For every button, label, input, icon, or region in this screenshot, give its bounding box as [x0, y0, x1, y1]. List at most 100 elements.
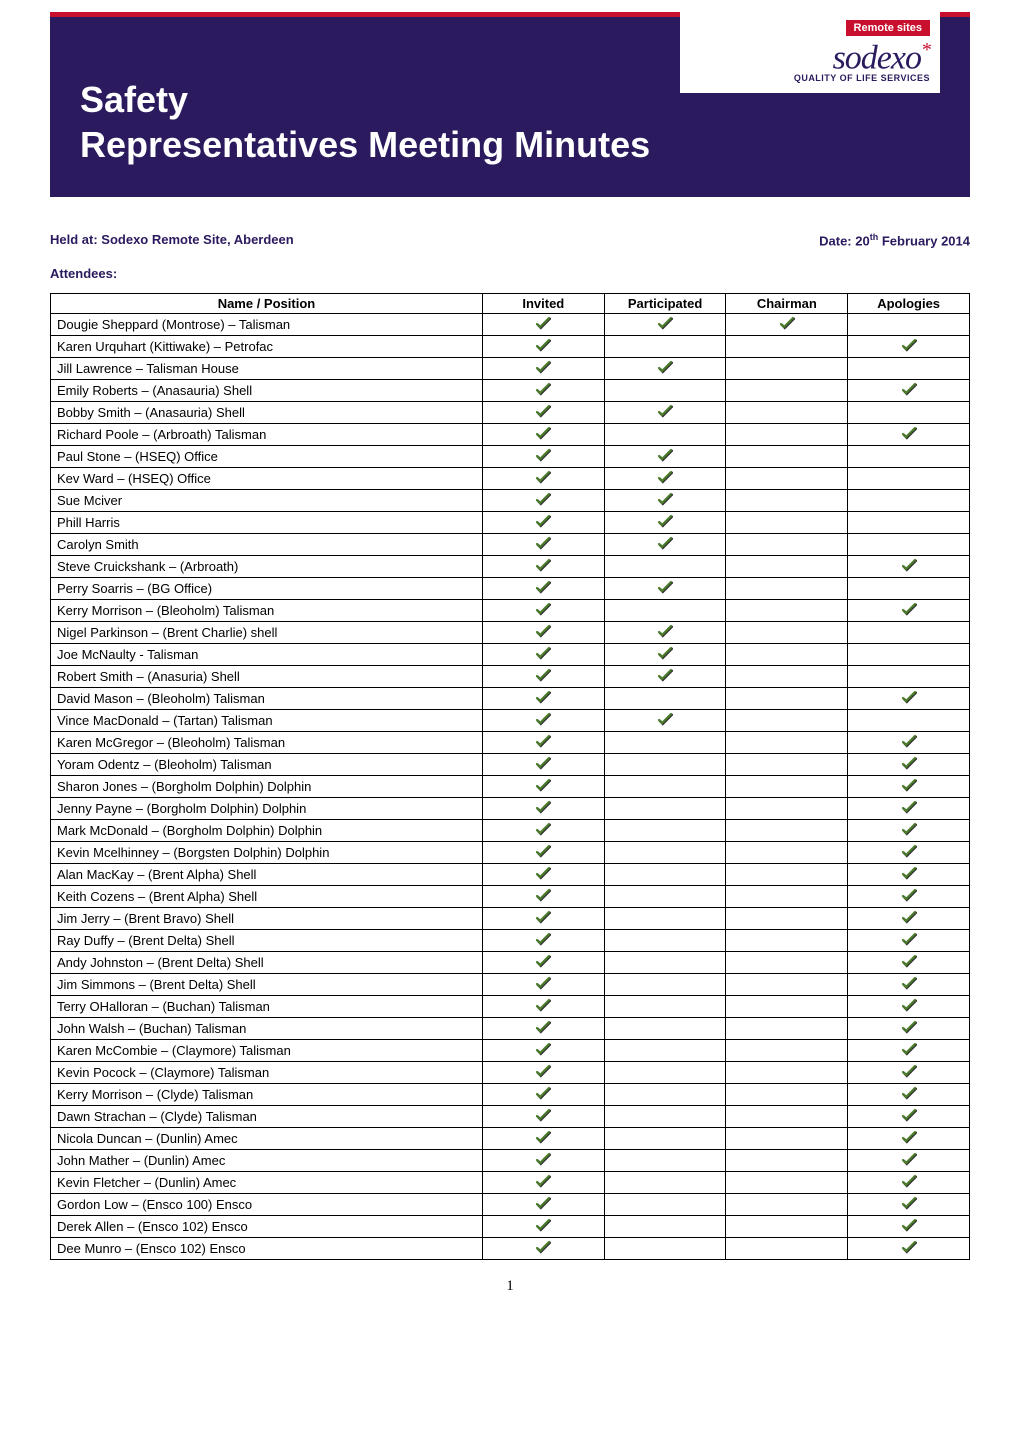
cell-apologies [848, 710, 970, 732]
cell-participated [604, 1238, 726, 1260]
cell-chairman [726, 490, 848, 512]
col-header-chairman: Chairman [726, 294, 848, 314]
cell-invited [482, 644, 604, 666]
cell-invited [482, 864, 604, 886]
attendee-name: Joe McNaulty - Talisman [51, 644, 483, 666]
checkmark-icon [901, 1086, 917, 1100]
cell-participated [604, 1106, 726, 1128]
cell-participated [604, 930, 726, 952]
cell-invited [482, 820, 604, 842]
checkmark-icon [901, 338, 917, 352]
checkmark-icon [535, 1064, 551, 1078]
cell-participated [604, 996, 726, 1018]
attendee-name: Alan MacKay – (Brent Alpha) Shell [51, 864, 483, 886]
cell-apologies [848, 688, 970, 710]
cell-apologies [848, 930, 970, 952]
attendees-heading: Attendees: [50, 266, 970, 281]
cell-invited [482, 314, 604, 336]
cell-participated [604, 578, 726, 600]
checkmark-icon [901, 1174, 917, 1188]
cell-chairman [726, 1040, 848, 1062]
col-header-name: Name / Position [51, 294, 483, 314]
attendee-name: Andy Johnston – (Brent Delta) Shell [51, 952, 483, 974]
attendee-name: Dougie Sheppard (Montrose) – Talisman [51, 314, 483, 336]
checkmark-icon [901, 1240, 917, 1254]
attendee-name: Bobby Smith – (Anasauria) Shell [51, 402, 483, 424]
cell-apologies [848, 644, 970, 666]
table-row: Kerry Morrison – (Clyde) Talisman [51, 1084, 970, 1106]
cell-participated [604, 512, 726, 534]
checkmark-icon [535, 690, 551, 704]
checkmark-icon [535, 844, 551, 858]
cell-participated [604, 908, 726, 930]
checkmark-icon [657, 470, 673, 484]
checkmark-icon [779, 316, 795, 330]
cell-invited [482, 710, 604, 732]
table-row: Kevin Pocock – (Claymore) Talisman [51, 1062, 970, 1084]
cell-chairman [726, 1216, 848, 1238]
cell-apologies [848, 446, 970, 468]
col-header-participated: Participated [604, 294, 726, 314]
cell-invited [482, 1128, 604, 1150]
cell-invited [482, 688, 604, 710]
attendee-name: Nicola Duncan – (Dunlin) Amec [51, 1128, 483, 1150]
cell-apologies [848, 534, 970, 556]
cell-apologies [848, 908, 970, 930]
checkmark-icon [535, 734, 551, 748]
checkmark-icon [535, 492, 551, 506]
cell-participated [604, 798, 726, 820]
cell-chairman [726, 1172, 848, 1194]
cell-chairman [726, 402, 848, 424]
cell-invited [482, 424, 604, 446]
cell-invited [482, 1150, 604, 1172]
col-header-apologies: Apologies [848, 294, 970, 314]
checkmark-icon [535, 580, 551, 594]
cell-invited [482, 776, 604, 798]
table-row: Dawn Strachan – (Clyde) Talisman [51, 1106, 970, 1128]
cell-participated [604, 1018, 726, 1040]
table-row: Derek Allen – (Ensco 102) Ensco [51, 1216, 970, 1238]
table-row: Carolyn Smith [51, 534, 970, 556]
checkmark-icon [535, 1240, 551, 1254]
checkmark-icon [657, 580, 673, 594]
checkmark-icon [535, 514, 551, 528]
checkmark-icon [535, 888, 551, 902]
attendee-name: Karen McGregor – (Bleoholm) Talisman [51, 732, 483, 754]
cell-apologies [848, 600, 970, 622]
cell-participated [604, 490, 726, 512]
cell-participated [604, 974, 726, 996]
remote-sites-label: Remote sites [846, 20, 930, 36]
attendee-name: John Walsh – (Buchan) Talisman [51, 1018, 483, 1040]
cell-participated [604, 380, 726, 402]
checkmark-icon [535, 866, 551, 880]
checkmark-icon [535, 558, 551, 572]
cell-invited [482, 996, 604, 1018]
cell-participated [604, 1194, 726, 1216]
sodexo-logo: sodexo* [690, 40, 930, 75]
cell-participated [604, 776, 726, 798]
table-row: Karen McGregor – (Bleoholm) Talisman [51, 732, 970, 754]
cell-participated [604, 600, 726, 622]
checkmark-icon [657, 316, 673, 330]
cell-participated [604, 1216, 726, 1238]
table-row: Alan MacKay – (Brent Alpha) Shell [51, 864, 970, 886]
cell-chairman [726, 1128, 848, 1150]
cell-chairman [726, 1062, 848, 1084]
table-row: Phill Harris [51, 512, 970, 534]
table-row: Joe McNaulty - Talisman [51, 644, 970, 666]
checkmark-icon [535, 712, 551, 726]
checkmark-icon [901, 1020, 917, 1034]
table-row: Karen Urquhart (Kittiwake) – Petrofac [51, 336, 970, 358]
checkmark-icon [901, 910, 917, 924]
attendee-name: Dee Munro – (Ensco 102) Ensco [51, 1238, 483, 1260]
checkmark-icon [901, 976, 917, 990]
checkmark-icon [535, 998, 551, 1012]
cell-apologies [848, 732, 970, 754]
table-row: Dougie Sheppard (Montrose) – Talisman [51, 314, 970, 336]
cell-apologies [848, 1150, 970, 1172]
attendee-name: Kevin Pocock – (Claymore) Talisman [51, 1062, 483, 1084]
checkmark-icon [901, 932, 917, 946]
attendee-name: Ray Duffy – (Brent Delta) Shell [51, 930, 483, 952]
cell-chairman [726, 644, 848, 666]
cell-invited [482, 336, 604, 358]
